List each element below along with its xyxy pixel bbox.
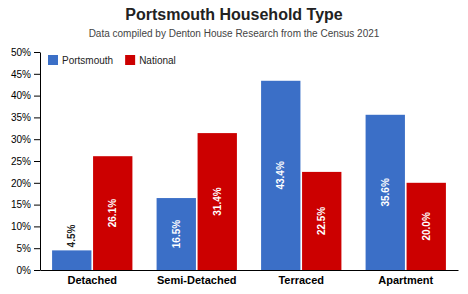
x-axis-line xyxy=(41,270,459,271)
y-tick-label: 50% xyxy=(11,47,31,58)
x-tick: Semi-Detached xyxy=(157,274,236,286)
y-tick: 35% xyxy=(11,112,40,123)
y-tick-mark xyxy=(34,117,40,118)
y-tick: 20% xyxy=(11,178,40,189)
bar xyxy=(52,250,91,270)
data-label: 16.5% xyxy=(171,220,182,248)
legend-label: Portsmouth xyxy=(62,55,113,66)
y-tick: 50% xyxy=(11,47,40,58)
y-tick-label: 0% xyxy=(17,265,32,276)
plot: Detached Semi-Detached Terraced Apartment 0%… xyxy=(11,47,459,286)
y-tick-label: 45% xyxy=(11,69,31,80)
y-tick: 5% xyxy=(17,243,40,254)
bar xyxy=(261,81,300,270)
data-labels: 4.5% 16.5% 43.4% 35.6% 26.1% 31.4% 22.5% 20.0% xyxy=(66,161,431,248)
y-tick-mark xyxy=(34,270,40,271)
y-tick: 40% xyxy=(11,90,40,101)
chart: Portsmouth Household Type Data compiled b… xyxy=(0,0,468,294)
y-tick: 0% xyxy=(17,265,40,276)
x-tick-label: Detached xyxy=(67,274,117,286)
x-axis: Detached Semi-Detached Terraced Apartment xyxy=(41,271,459,286)
y-tick-label: 5% xyxy=(17,243,32,254)
data-label: 22.5% xyxy=(316,207,327,235)
y-tick-label: 25% xyxy=(11,156,31,167)
y-tick-mark xyxy=(34,183,40,184)
y-tick-mark xyxy=(34,74,40,75)
y-tick-label: 15% xyxy=(11,199,31,210)
y-tick-label: 20% xyxy=(11,178,31,189)
data-label: 26.1% xyxy=(107,199,118,227)
x-tick: Apartment xyxy=(378,274,433,286)
bar-series xyxy=(52,81,405,270)
y-tick-mark xyxy=(34,226,40,227)
bar xyxy=(93,156,132,270)
legend: Portsmouth National xyxy=(48,55,176,66)
y-tick-label: 40% xyxy=(11,90,31,101)
bar xyxy=(157,198,196,270)
x-tick-label: Apartment xyxy=(378,274,433,286)
x-tick-label: Terraced xyxy=(278,274,324,286)
y-tick-mark xyxy=(34,139,40,140)
bar xyxy=(198,133,237,270)
legend-swatch xyxy=(125,55,135,65)
y-tick: 25% xyxy=(11,156,40,167)
bar xyxy=(366,115,405,270)
y-tick-mark xyxy=(34,161,40,162)
legend-item: Portsmouth xyxy=(48,55,113,66)
bar xyxy=(407,183,446,270)
bar xyxy=(302,172,341,270)
y-tick-mark xyxy=(34,52,40,53)
y-tick-label: 35% xyxy=(11,112,31,123)
bar-series xyxy=(93,133,446,270)
y-tick: 30% xyxy=(11,134,40,145)
data-label: 20.0% xyxy=(421,212,432,240)
y-tick-mark xyxy=(34,205,40,206)
data-label: 31.4% xyxy=(212,187,223,215)
title: Portsmouth Household Type xyxy=(125,6,343,23)
legend-swatch xyxy=(48,55,58,65)
y-tick-mark xyxy=(34,248,40,249)
y-tick: 15% xyxy=(11,199,40,210)
subtitle: Data compiled by Denton House Research f… xyxy=(89,28,380,39)
y-tick-label: 10% xyxy=(11,221,31,232)
legend-item: National xyxy=(125,55,176,66)
data-label: 35.6% xyxy=(380,178,391,206)
y-axis-line xyxy=(40,53,41,271)
y-tick: 10% xyxy=(11,221,40,232)
data-label: 4.5% xyxy=(66,224,77,247)
y-tick-mark xyxy=(34,96,40,97)
x-tick: Detached xyxy=(67,274,117,286)
y-tick: 45% xyxy=(11,69,40,80)
x-tick-label: Semi-Detached xyxy=(157,274,236,286)
x-tick: Terraced xyxy=(278,274,324,286)
bars xyxy=(52,81,446,270)
data-label: 43.4% xyxy=(275,161,286,189)
y-tick-label: 30% xyxy=(11,134,31,145)
legend-label: National xyxy=(139,55,176,66)
y-axis: 0% 5% 10% 15% 20% 25% 30% 35% 40% 45% 50% xyxy=(11,47,41,276)
